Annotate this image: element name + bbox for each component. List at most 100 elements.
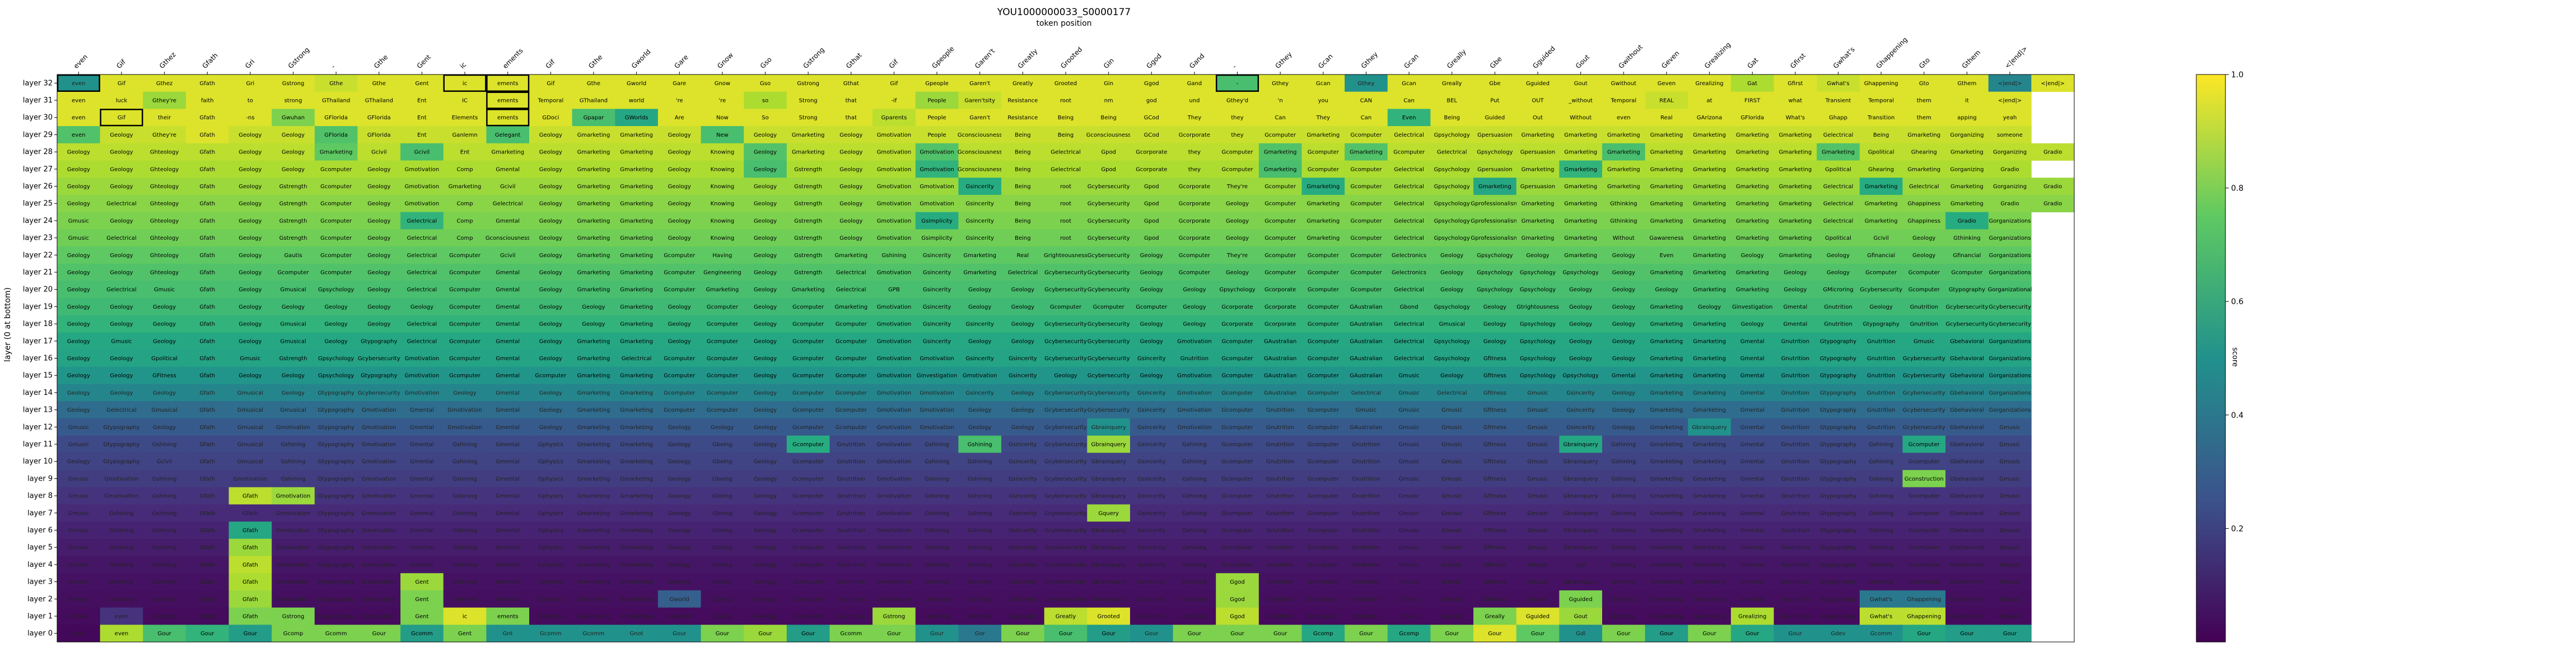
cell-label: Gcybersecurity — [1989, 304, 2031, 310]
cell-label: Gguided — [1526, 613, 1550, 620]
cell-label: Gnutrition — [1867, 390, 1895, 396]
heatmap-cell — [1430, 75, 1474, 92]
cell-label: Gmotivation — [276, 579, 311, 585]
cell-label: Gmotivation — [877, 322, 912, 328]
cell-label: Gcomputer — [1308, 597, 1340, 603]
cell-label: Gbeing — [712, 494, 732, 500]
cell-label: Gcomm — [840, 631, 862, 637]
cell-label: Gradio — [2000, 166, 2019, 173]
cell-label: Gmarketing — [577, 510, 610, 516]
cell-label: Gshining — [1182, 494, 1207, 500]
cell-label: Gmarketing — [1693, 373, 1726, 379]
cell-label: Geology — [1784, 287, 1807, 293]
cell-label: Gmarketing — [577, 407, 610, 413]
cell-label: Gnutrition — [1781, 407, 1809, 413]
heatmap-cell — [100, 178, 143, 196]
cell-label: Gour — [157, 631, 171, 637]
cell-label: Gcomputer — [1136, 304, 1168, 310]
cell-label: Geology — [754, 253, 777, 259]
cell-label: Being — [1058, 132, 1074, 138]
cell-label: Strong — [799, 98, 818, 104]
cell-label: Ghteology — [150, 201, 179, 207]
cell-label: Gcomputer — [792, 373, 824, 379]
cell-label: Gfath — [199, 218, 215, 224]
heatmap-cell — [400, 126, 444, 144]
x-tick-label: - — [329, 63, 337, 70]
cell-label: Gcomputer — [1264, 270, 1296, 276]
heatmap-cell — [1430, 212, 1474, 230]
cell-label: Geology — [110, 270, 133, 276]
x-tick-label: Gfath — [200, 52, 219, 70]
heatmap-cell — [1902, 178, 1946, 196]
heatmap-cell — [1345, 178, 1388, 196]
cell-label: Geology — [1655, 287, 1678, 293]
cell-label: Geology — [668, 528, 691, 534]
heatmap-cell — [786, 160, 830, 178]
cell-label: Gcomputer — [1308, 562, 1340, 568]
cell-label: GAustralian — [1264, 356, 1296, 362]
cell-label: Garen't — [969, 81, 990, 87]
y-tick-label: layer 9 — [27, 474, 53, 483]
cell-label: Gfitness — [1483, 476, 1506, 482]
cell-label: Gif — [890, 81, 898, 87]
x-tick-label: even — [72, 53, 90, 70]
cell-label: Gmusic — [1398, 545, 1419, 551]
heatmap-cell — [1473, 160, 1517, 178]
cell-label: Geology — [1440, 270, 1463, 276]
cell-label: Gpersuasion — [1477, 132, 1512, 138]
cell-label: Gpersuasion — [1477, 166, 1512, 173]
cell-label: Gcomputer — [1308, 322, 1340, 328]
cell-label: Even — [1660, 253, 1674, 259]
cell-label: Gmotivation — [877, 441, 912, 448]
heatmap-cell — [1559, 143, 1603, 161]
heatmap-cell — [1387, 178, 1431, 196]
heatmap-cell — [1001, 143, 1045, 161]
cell-label: Gmarketing — [1650, 597, 1683, 603]
cell-label: Geology — [839, 132, 862, 138]
heatmap-cell — [744, 75, 787, 92]
cell-label: Gcomputer — [792, 562, 824, 568]
cell-label: Gshining — [1611, 545, 1636, 551]
heatmap-cell — [786, 91, 830, 109]
cell-label: Geology — [1698, 304, 1721, 310]
cell-label: Gtypography — [1820, 545, 1856, 551]
cell-label: Gprofessionalism — [1471, 235, 1519, 241]
cell-label: Geology — [839, 150, 862, 156]
cell-label: Gmusic — [1356, 407, 1376, 413]
cell-label: Geology — [1569, 322, 1592, 328]
cell-label: Gmarketing — [620, 528, 653, 534]
cell-label: Gmotivation — [104, 476, 139, 482]
cell-label: Gnutrition — [1352, 579, 1380, 585]
cell-label: Gmarketing — [620, 510, 653, 516]
heatmap-cell — [1301, 178, 1345, 196]
cell-label: Gfath — [242, 528, 258, 534]
heatmap-cell — [272, 178, 315, 196]
y-tick-label: layer 13 — [23, 406, 53, 415]
cell-label: Gfath — [199, 476, 215, 482]
cell-label: Gthe — [587, 81, 600, 87]
cell-label: People — [927, 132, 946, 138]
heatmap-cell — [1173, 194, 1216, 212]
cell-label: Ginvestigation — [1732, 304, 1772, 310]
cell-label: Gpolitical — [1825, 235, 1851, 241]
cell-label: Geology — [1612, 253, 1635, 259]
cell-label: Geology — [325, 338, 348, 345]
cell-label: Gthe — [329, 81, 343, 87]
cell-label: Gmarketing — [1693, 287, 1726, 293]
cell-label: Without — [1613, 235, 1635, 241]
cell-label: Gcan — [1316, 81, 1331, 87]
colorbar-tick-label: 0.2 — [2231, 524, 2243, 533]
cell-label: Gcomputer — [278, 270, 310, 276]
cell-label: Gmotivation — [1177, 407, 1212, 413]
cell-label: Gfitness — [1483, 545, 1506, 551]
cell-label: Geology — [968, 287, 991, 293]
cell-label: Gbeing — [712, 597, 732, 603]
cell-label: Gguided — [1526, 81, 1550, 87]
cell-label: Gsincerity — [1009, 579, 1037, 585]
cell-label: Gmarketing — [620, 597, 653, 603]
cell-label: Geology — [67, 338, 90, 345]
heatmap-cell — [314, 212, 358, 230]
cell-label: Gmarketing — [1650, 373, 1683, 379]
heatmap-cell — [272, 160, 315, 178]
heatmap-cell — [1516, 160, 1560, 178]
